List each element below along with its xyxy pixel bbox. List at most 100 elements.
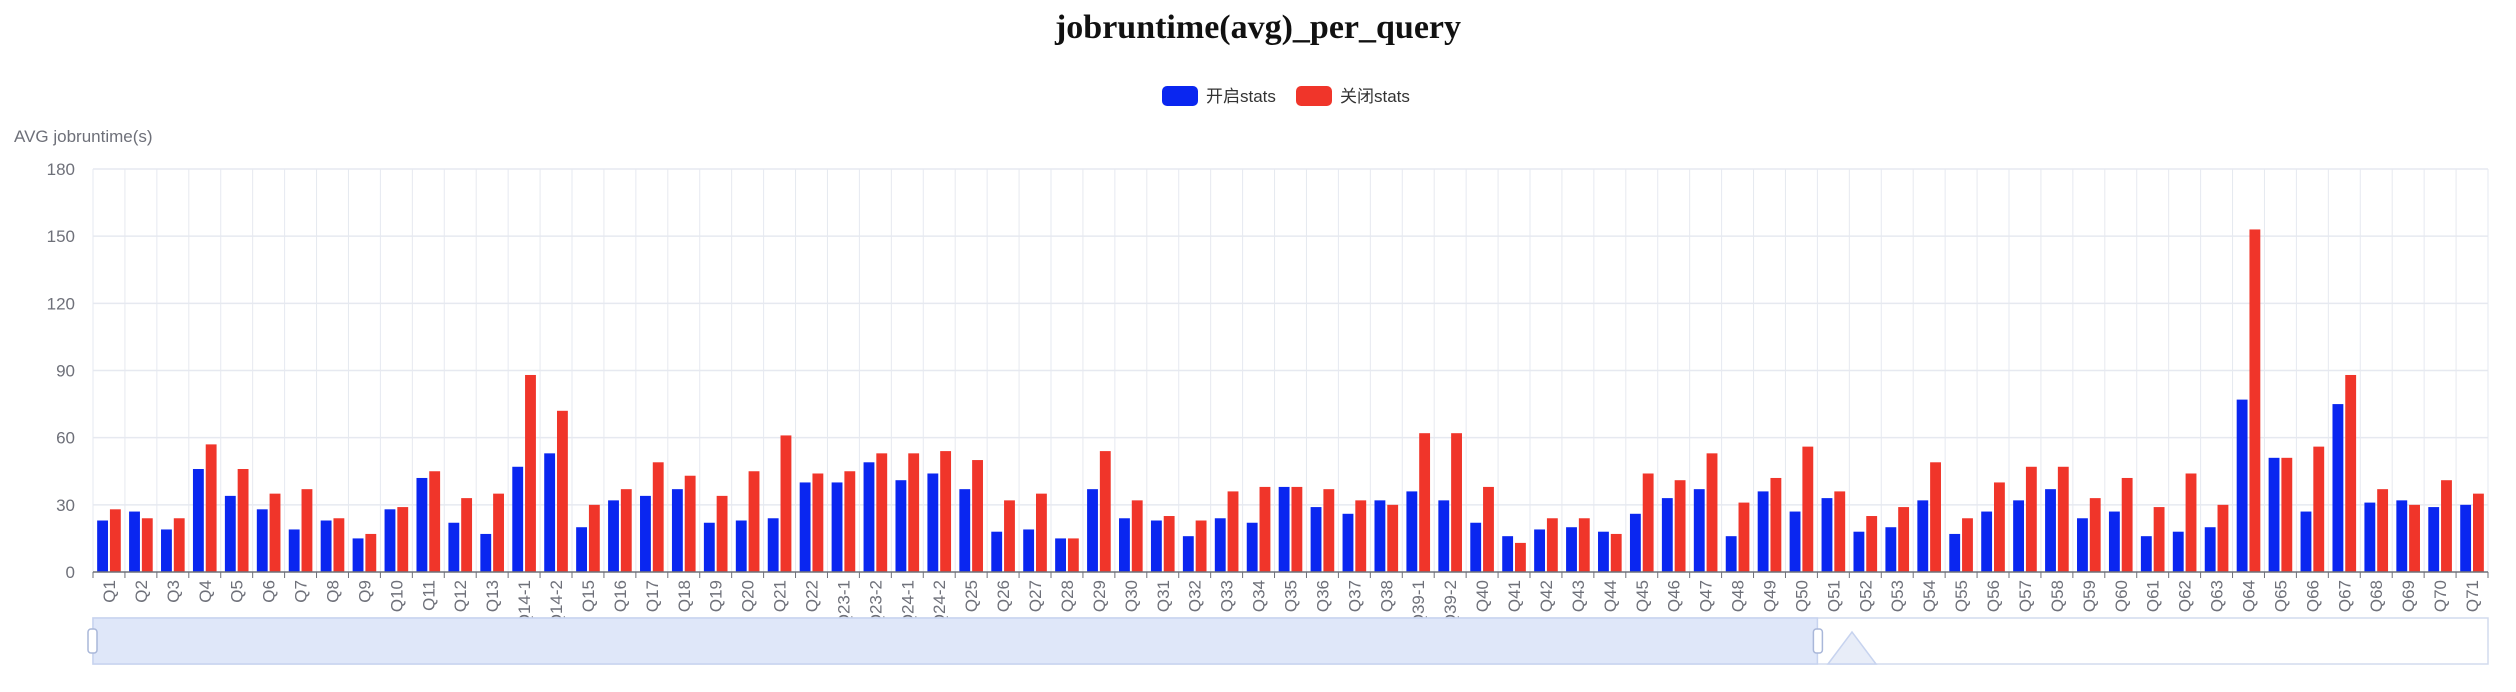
- bar-Q68-off: [2377, 489, 2389, 572]
- x-tick-label: Q11: [419, 580, 438, 611]
- bar-Q62-on: [2172, 531, 2184, 572]
- bar-Q9-off: [365, 533, 377, 572]
- data-zoom-slider[interactable]: [87, 617, 2489, 665]
- bar-Q2-on: [129, 511, 140, 572]
- bar-Q42-off: [1546, 518, 1558, 572]
- zoom-handle-right[interactable]: [1812, 628, 1824, 654]
- x-tick-label: Q24-2: [930, 580, 949, 627]
- zoom-selected-range[interactable]: [92, 617, 1819, 665]
- bar-Q18-off: [684, 475, 696, 572]
- bar-Q21-off: [780, 435, 792, 572]
- bar-Q34-on: [1246, 522, 1258, 572]
- bar-Q4-on: [192, 469, 204, 572]
- bar-Q7-on: [288, 529, 300, 572]
- x-tick-label: Q8: [324, 580, 343, 603]
- bars: [97, 229, 2484, 572]
- x-tick-label: Q14-1: [515, 580, 534, 627]
- legend[interactable]: 开启stats 关闭stats: [1162, 86, 1410, 106]
- bar-Q7-off: [301, 489, 313, 572]
- bar-Q63-off: [2217, 504, 2229, 572]
- bar-Q26-off: [1004, 500, 1015, 572]
- bar-Q71-on: [2460, 504, 2472, 572]
- bar-Q44-on: [1598, 531, 1609, 572]
- bar-Q46-on: [1661, 498, 1673, 572]
- bar-Q22-on: [799, 482, 811, 572]
- bar-Q29-on: [1087, 489, 1098, 572]
- x-tick-label: Q44: [1601, 580, 1620, 612]
- bar-Q20-on: [735, 520, 747, 572]
- x-tick-label: Q45: [1633, 580, 1652, 612]
- grid: [92, 168, 2489, 572]
- bar-Q51-on: [1821, 498, 1833, 572]
- x-tick-label: Q46: [1665, 580, 1684, 612]
- x-tick-label: Q1: [100, 580, 119, 603]
- bar-Q42-on: [1534, 529, 1546, 572]
- bar-Q9-on: [352, 538, 364, 572]
- x-tick-label: Q42: [1537, 580, 1556, 612]
- bar-Q29-off: [1099, 451, 1111, 572]
- bar-Q23-2-off: [876, 453, 888, 572]
- legend-item-off[interactable]: 关闭stats: [1296, 86, 1410, 106]
- x-tick-label: Q63: [2208, 580, 2227, 612]
- x-tick-label: Q23-1: [834, 580, 853, 627]
- bar-Q36-off: [1323, 489, 1335, 572]
- x-tick-label: Q16: [611, 580, 630, 612]
- x-tick-label: Q18: [675, 580, 694, 612]
- bar-Q68-on: [2364, 502, 2376, 572]
- bar-Q54-off: [1930, 462, 1941, 572]
- y-axis-label: AVG jobruntime(s): [14, 127, 153, 146]
- bar-Q38-on: [1374, 500, 1386, 572]
- bar-Q19-off: [716, 495, 728, 572]
- bar-Q23-2-on: [863, 462, 875, 572]
- bar-Q39-1-on: [1406, 491, 1418, 572]
- bar-Q37-on: [1342, 513, 1354, 572]
- x-tick-label: Q58: [2048, 580, 2067, 612]
- bar-Q23-1-on: [831, 482, 843, 572]
- bar-Q5-on: [224, 495, 236, 572]
- bar-Q5-off: [237, 469, 249, 572]
- legend-label-on: 开启stats: [1206, 87, 1276, 106]
- bar-Q37-off: [1355, 500, 1367, 572]
- x-tick-label: Q35: [1282, 580, 1301, 612]
- bar-Q28-on: [1055, 538, 1067, 572]
- bar-Q55-on: [1949, 533, 1961, 572]
- bar-Q8-on: [320, 520, 332, 572]
- bar-Q35-on: [1278, 486, 1290, 572]
- chart-title: jobruntime(avg)_per_query: [1054, 9, 1461, 46]
- bar-Q66-off: [2313, 446, 2325, 572]
- bar-Q17-on: [640, 495, 651, 572]
- bar-Q69-off: [2409, 504, 2420, 572]
- bar-Q16-on: [608, 500, 619, 572]
- bar-Q49-on: [1757, 491, 1769, 572]
- bar-Q3-off: [173, 518, 185, 572]
- zoom-handle-left[interactable]: [87, 628, 98, 654]
- bar-Q60-off: [2121, 477, 2133, 572]
- bar-Q65-on: [2268, 457, 2280, 572]
- bar-Q11-off: [429, 471, 441, 572]
- x-tick-label: Q41: [1505, 580, 1524, 612]
- bar-Q14-2-off: [556, 410, 568, 572]
- bar-Q41-off: [1514, 542, 1526, 572]
- x-tick-label: Q39-1: [1409, 580, 1428, 627]
- bar-Q61-on: [2140, 536, 2152, 572]
- bar-Q31-off: [1163, 516, 1175, 572]
- bar-Q27-off: [1035, 493, 1047, 572]
- bar-Q67-off: [2345, 374, 2357, 572]
- bar-Q3-on: [161, 529, 172, 572]
- bar-Q28-off: [1067, 538, 1079, 572]
- x-tick-label: Q53: [1888, 580, 1907, 612]
- bar-Q52-on: [1853, 531, 1865, 572]
- x-tick-label: Q60: [2112, 580, 2131, 612]
- x-axis-ticks: Q1 Q2 Q3 Q4 Q5 Q6 Q7 Q8 Q9 Q10 Q11 Q12 Q13 Q14-1 Q14-2…: [92, 572, 2489, 627]
- x-tick-label: Q27: [1026, 580, 1045, 612]
- bar-Q26-on: [991, 531, 1003, 572]
- x-tick-label: Q21: [771, 580, 790, 612]
- bar-Q56-on: [1981, 511, 1993, 572]
- bar-Q45-off: [1642, 473, 1654, 572]
- bar-Q38-off: [1387, 504, 1399, 572]
- y-tick-label: 120: [47, 294, 75, 313]
- x-tick-label: Q2: [132, 580, 151, 603]
- bar-Q16-off: [620, 489, 632, 572]
- legend-item-on[interactable]: 开启stats: [1162, 86, 1276, 106]
- y-tick-label: 150: [47, 227, 75, 246]
